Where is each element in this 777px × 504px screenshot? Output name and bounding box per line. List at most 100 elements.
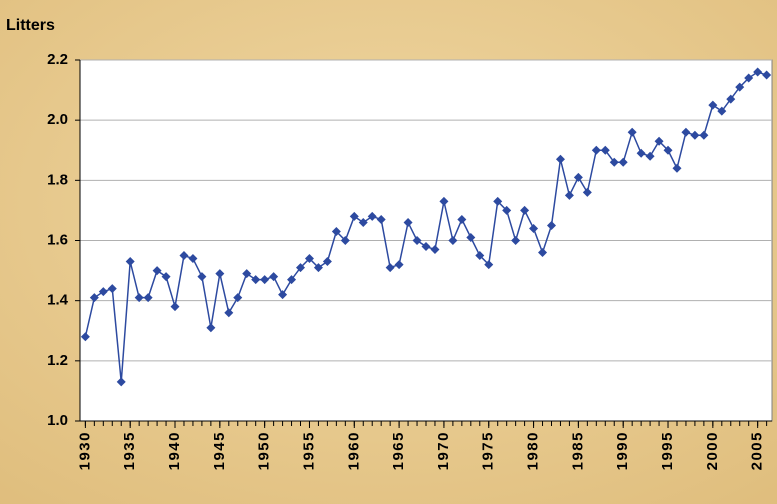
x-tick-label: 1975: [480, 431, 497, 470]
x-tick-label: 1980: [525, 431, 542, 470]
x-tick-label: 1945: [211, 431, 228, 470]
x-tick-label: 1965: [390, 431, 407, 470]
data-point: [654, 136, 664, 146]
data-point: [134, 293, 144, 303]
data-point: [403, 217, 413, 227]
data-point: [340, 236, 350, 245]
data-point: [260, 275, 270, 285]
data-point: [296, 263, 306, 273]
data-point: [197, 272, 207, 282]
data-point: [735, 82, 745, 92]
x-tick-label: 2005: [749, 431, 766, 470]
data-point: [690, 130, 700, 140]
data-point: [564, 190, 574, 200]
data-point: [242, 269, 252, 279]
data-point: [457, 214, 467, 224]
y-tick-label: 2.0: [47, 111, 68, 128]
data-point: [170, 302, 180, 312]
y-tick-label: 1.2: [47, 352, 68, 369]
data-point: [331, 226, 341, 236]
y-tick-label: 2.2: [47, 51, 68, 68]
x-tick-label: 2000: [704, 431, 721, 470]
x-tick-label: 1950: [256, 431, 273, 470]
data-point: [116, 377, 126, 387]
data-point: [753, 67, 763, 77]
data-point: [251, 275, 261, 285]
data-point: [215, 269, 225, 279]
data-point: [349, 211, 359, 221]
y-tick-label: 1.0: [47, 412, 68, 429]
data-point: [313, 263, 323, 273]
data-point: [636, 148, 646, 158]
data-point: [582, 187, 592, 197]
data-point: [376, 214, 386, 224]
data-point: [681, 127, 691, 137]
data-point: [358, 217, 368, 227]
x-tick-label: 1935: [121, 431, 138, 470]
data-point: [717, 106, 727, 116]
data-point: [233, 293, 243, 303]
data-point: [502, 205, 512, 215]
data-point: [322, 257, 332, 267]
x-tick-label: 1985: [569, 431, 586, 470]
data-point: [609, 157, 619, 167]
data-point: [493, 196, 503, 206]
data-point: [555, 154, 565, 164]
x-tick-label: 1990: [614, 431, 631, 470]
x-tick-label: 1995: [659, 431, 676, 470]
y-tick-label: 1.8: [47, 171, 68, 188]
data-point: [152, 266, 162, 276]
y-tick-label: 1.6: [47, 231, 68, 248]
data-point: [529, 223, 539, 233]
data-point: [278, 290, 288, 300]
x-tick-label: 1930: [76, 431, 93, 470]
data-point: [161, 272, 171, 282]
data-point: [80, 332, 90, 342]
data-point: [287, 275, 297, 285]
data-point: [520, 205, 530, 215]
data-point: [591, 145, 601, 155]
x-tick-label: 1970: [435, 431, 452, 470]
data-point: [421, 242, 431, 252]
data-point: [546, 220, 556, 230]
data-point: [412, 236, 422, 245]
data-point: [89, 293, 99, 303]
data-point: [224, 308, 234, 318]
data-point: [663, 145, 673, 155]
data-point: [538, 248, 548, 258]
data-point: [744, 73, 754, 83]
data-point: [367, 211, 377, 221]
data-point: [107, 284, 117, 294]
data-point: [511, 236, 521, 245]
data-point: [484, 260, 494, 270]
data-point: [448, 236, 458, 245]
data-point: [188, 254, 198, 264]
data-point: [475, 251, 485, 261]
data-point: [98, 287, 108, 297]
data-point: [394, 260, 404, 270]
data-point: [762, 70, 772, 80]
data-point: [430, 245, 440, 255]
x-tick-label: 1960: [345, 431, 362, 470]
data-point: [672, 163, 682, 173]
data-point: [466, 232, 476, 242]
data-point: [385, 263, 395, 273]
data-point: [618, 157, 628, 167]
data-point: [708, 100, 718, 110]
data-point: [600, 145, 610, 155]
data-point: [627, 127, 637, 137]
data-point: [726, 94, 736, 104]
y-tick-label: 1.4: [47, 292, 69, 309]
axis-title: Litters: [6, 17, 55, 34]
data-point: [179, 251, 189, 261]
data-point: [304, 254, 314, 264]
data-point: [439, 196, 449, 206]
data-point: [699, 130, 709, 140]
data-point: [143, 293, 153, 303]
x-tick-label: 1955: [300, 431, 317, 470]
data-point: [573, 172, 583, 182]
data-point: [125, 257, 135, 267]
data-point: [269, 272, 279, 282]
x-tick-label: 1940: [166, 431, 183, 470]
